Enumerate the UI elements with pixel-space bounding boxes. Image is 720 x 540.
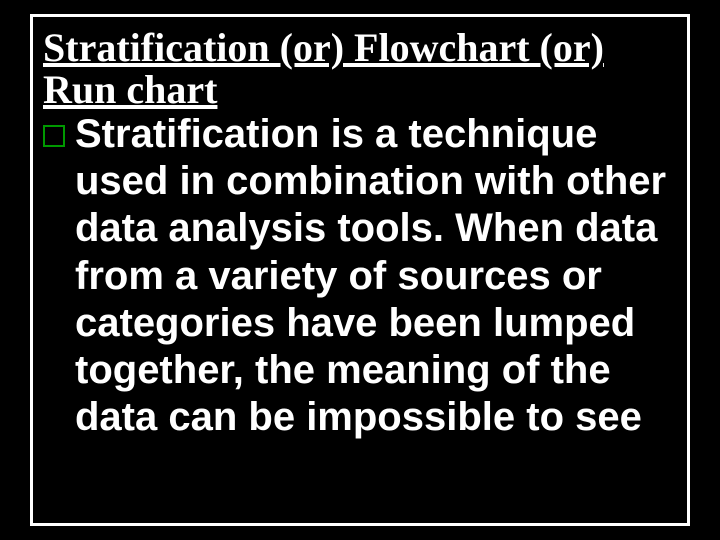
bullet-text: Stratification is a technique used in co… bbox=[75, 111, 677, 441]
content-box: Stratification (or) Flowchart (or) Run c… bbox=[30, 14, 690, 526]
slide-title: Stratification (or) Flowchart (or) Run c… bbox=[43, 27, 677, 111]
square-bullet-icon bbox=[43, 125, 65, 147]
slide: Stratification (or) Flowchart (or) Run c… bbox=[0, 0, 720, 540]
slide-body: Stratification is a technique used in co… bbox=[43, 111, 677, 441]
bullet-item: Stratification is a technique used in co… bbox=[43, 111, 677, 441]
